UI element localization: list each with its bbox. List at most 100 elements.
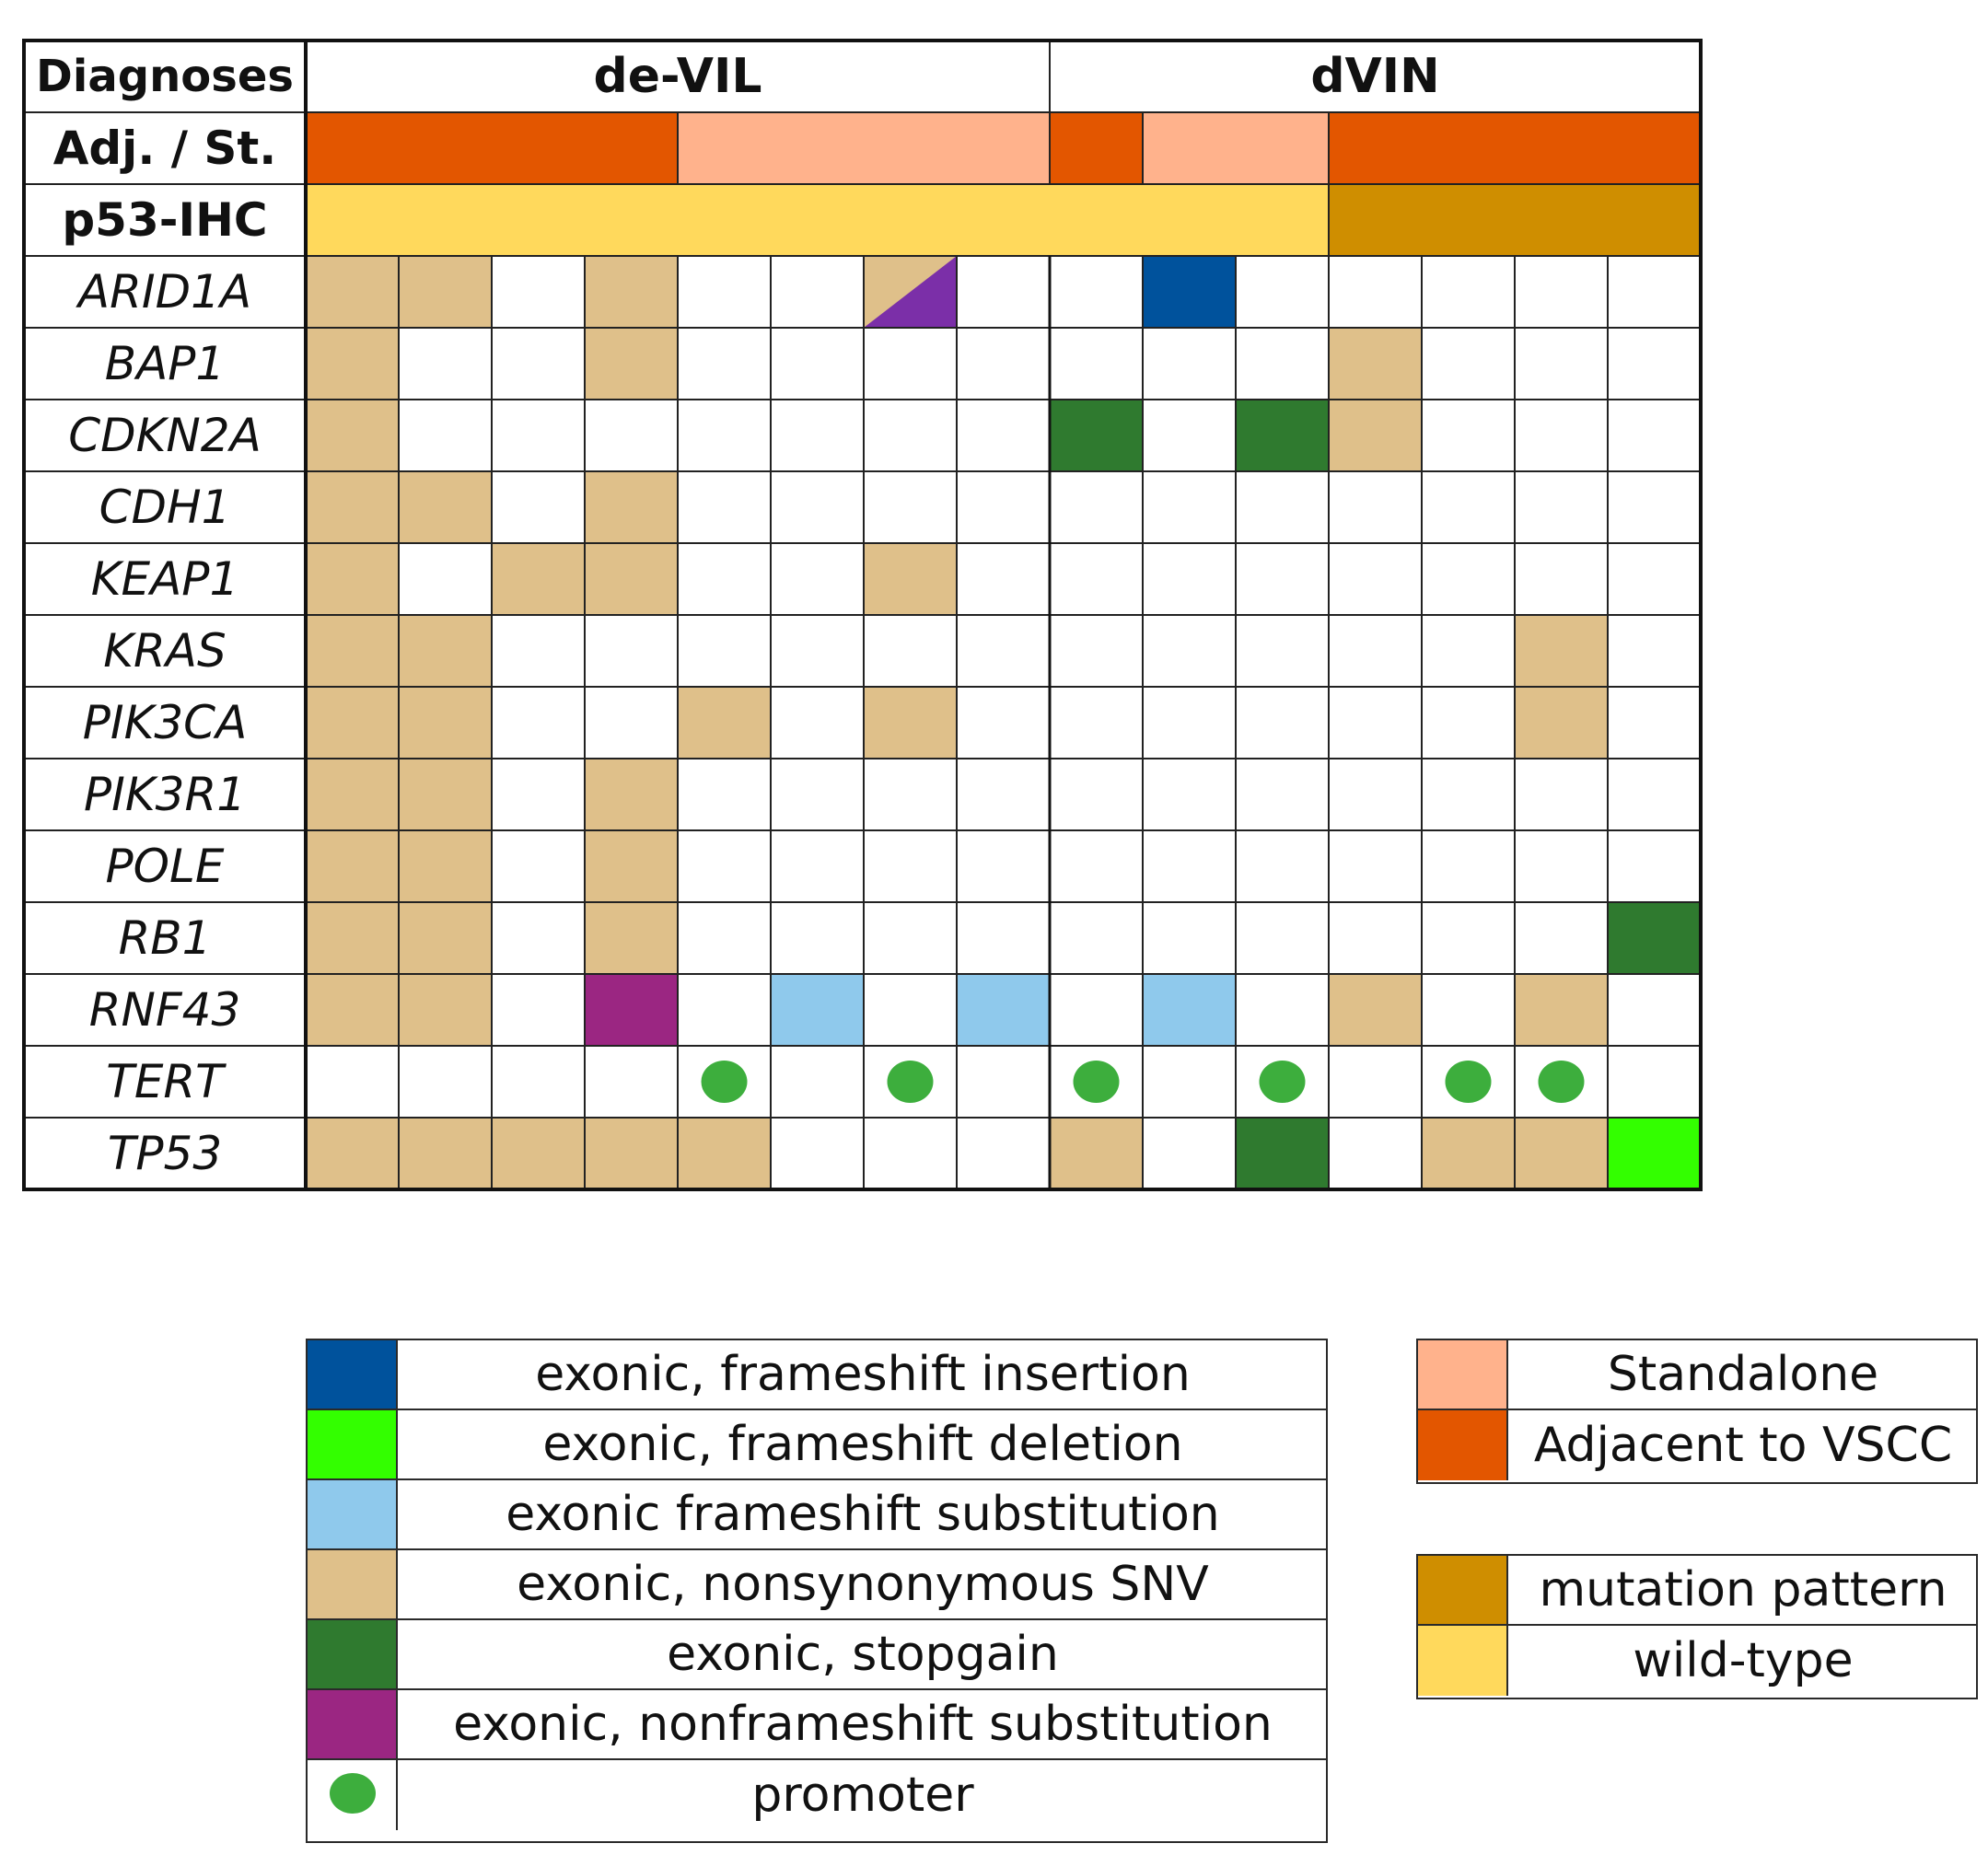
adjacency-cell [1608, 112, 1701, 184]
mutation-cell [1236, 400, 1329, 471]
p53-ihc-cell [399, 184, 492, 256]
mutation-cell [1515, 615, 1608, 687]
legend-label: exonic frameshift substitution [506, 1487, 1220, 1542]
mutation-cell [1236, 1118, 1329, 1189]
mutation-cell [492, 543, 585, 615]
p53-ihc-cell [1050, 184, 1143, 256]
adjacency-cell [1422, 112, 1515, 184]
adjacency-cell [1236, 112, 1329, 184]
legend-label: exonic, nonsynonymous SNV [517, 1557, 1209, 1612]
row-label-adjacency: Adj. / St. [53, 122, 277, 175]
p53-ihc-cell [306, 184, 399, 256]
p53-ihc-cell [1236, 184, 1329, 256]
p53-ihc-cell [1143, 184, 1236, 256]
legend-label: promoter [751, 1768, 974, 1823]
legend-item-fi: exonic, frameshift insertion [308, 1340, 1326, 1410]
mutation-cell [306, 543, 399, 615]
p53-ihc-cell [957, 184, 1050, 256]
mutation-type-legend: exonic, frameshift insertion exonic, fram… [306, 1339, 1328, 1843]
mutation-cell [399, 1118, 492, 1189]
mutation-cell [1329, 400, 1422, 471]
adjacency-cell [957, 112, 1050, 184]
legend-swatch [308, 1760, 398, 1830]
mutation-cell [1050, 400, 1143, 471]
adjacency-cell [492, 112, 585, 184]
mutation-cell [1143, 256, 1236, 328]
mutation-cell [306, 830, 399, 902]
p53-ihc-cell [1422, 184, 1515, 256]
gene-label-tp53: TP53 [108, 1127, 222, 1180]
legend-swatch [308, 1410, 398, 1478]
mutation-cell [585, 543, 678, 615]
legend-item-fd: exonic, frameshift deletion [308, 1410, 1326, 1480]
promoter-dot [1445, 1061, 1492, 1103]
mutation-cell [1143, 974, 1236, 1046]
legend-swatch [308, 1620, 398, 1688]
legend-item-fs: exonic frameshift substitution [308, 1480, 1326, 1550]
promoter-dot-swatch [330, 1773, 376, 1814]
mutation-cell [678, 687, 771, 759]
adjacency-cell [771, 112, 864, 184]
mutation-cell [306, 400, 399, 471]
legend-swatch [1418, 1410, 1508, 1480]
mutation-cell [678, 1118, 771, 1189]
gene-label-rb1: RB1 [119, 911, 212, 965]
adjacency-cell [399, 112, 492, 184]
legend-item-s: Standalone [1418, 1340, 1976, 1410]
mutation-cell [306, 615, 399, 687]
mutation-cell [306, 687, 399, 759]
gene-label-cdkn2a: CDKN2A [68, 409, 262, 462]
mutation-cell [585, 256, 678, 328]
promoter-dot [1073, 1061, 1120, 1103]
promoter-dot [887, 1061, 934, 1103]
adjacency-cell [864, 112, 957, 184]
group-header-dvin: dVIN [1310, 49, 1439, 104]
mutation-cell [585, 902, 678, 974]
legend-label: mutation pattern [1539, 1562, 1947, 1617]
gene-label-tert: TERT [106, 1055, 227, 1108]
legend-swatch [308, 1690, 398, 1758]
gene-label-pik3ca: PIK3CA [83, 696, 248, 749]
adjacency-cell [678, 112, 771, 184]
legend-swatch [308, 1550, 398, 1618]
p53-ihc-cell [585, 184, 678, 256]
mutation-cell [585, 830, 678, 902]
adjacency-cell [585, 112, 678, 184]
p53-ihc-cell [678, 184, 771, 256]
mutation-cell [1329, 328, 1422, 400]
mutation-cell [306, 1118, 399, 1189]
legend-item-nf: exonic, nonframeshift substitution [308, 1690, 1326, 1760]
p53-ihc-cell [864, 184, 957, 256]
mutation-cell [306, 328, 399, 400]
mutation-cell [399, 974, 492, 1046]
mutation-oncoprint: Diagnoses Adj. / St. p53-IHC de-VIL dVIN ARID… [22, 39, 1703, 1191]
mutation-cell [399, 830, 492, 902]
adjacency-cell [306, 112, 399, 184]
legend-swatch [1418, 1556, 1508, 1624]
adjacency-cell [1329, 112, 1422, 184]
legend-item-m: mutation pattern [1418, 1556, 1976, 1626]
mutation-cell [1422, 1118, 1515, 1189]
mutation-cell [1515, 1118, 1608, 1189]
gene-label-bap1: BAP1 [105, 337, 225, 390]
mutation-cell [585, 328, 678, 400]
mutation-cell [306, 256, 399, 328]
mutation-cell [399, 759, 492, 830]
mutation-cell [585, 1118, 678, 1189]
legend-swatch [308, 1480, 398, 1548]
p53-ihc-cell [1515, 184, 1608, 256]
mutation-cell [771, 974, 864, 1046]
gene-label-cdh1: CDH1 [99, 481, 231, 534]
group-header-de-vil: de-VIL [593, 49, 761, 104]
mutation-cell [585, 471, 678, 543]
mutation-triangle [864, 256, 957, 328]
mutation-cell [306, 902, 399, 974]
mutation-cell [957, 974, 1050, 1046]
promoter-dot [1259, 1061, 1306, 1103]
mutation-cell [585, 974, 678, 1046]
legend-label: exonic, nonframeshift substitution [453, 1697, 1273, 1752]
legend-swatch [1418, 1340, 1508, 1409]
mutation-cell [864, 687, 957, 759]
gene-label-pik3r1: PIK3R1 [84, 768, 246, 821]
legend-swatch [308, 1340, 398, 1409]
